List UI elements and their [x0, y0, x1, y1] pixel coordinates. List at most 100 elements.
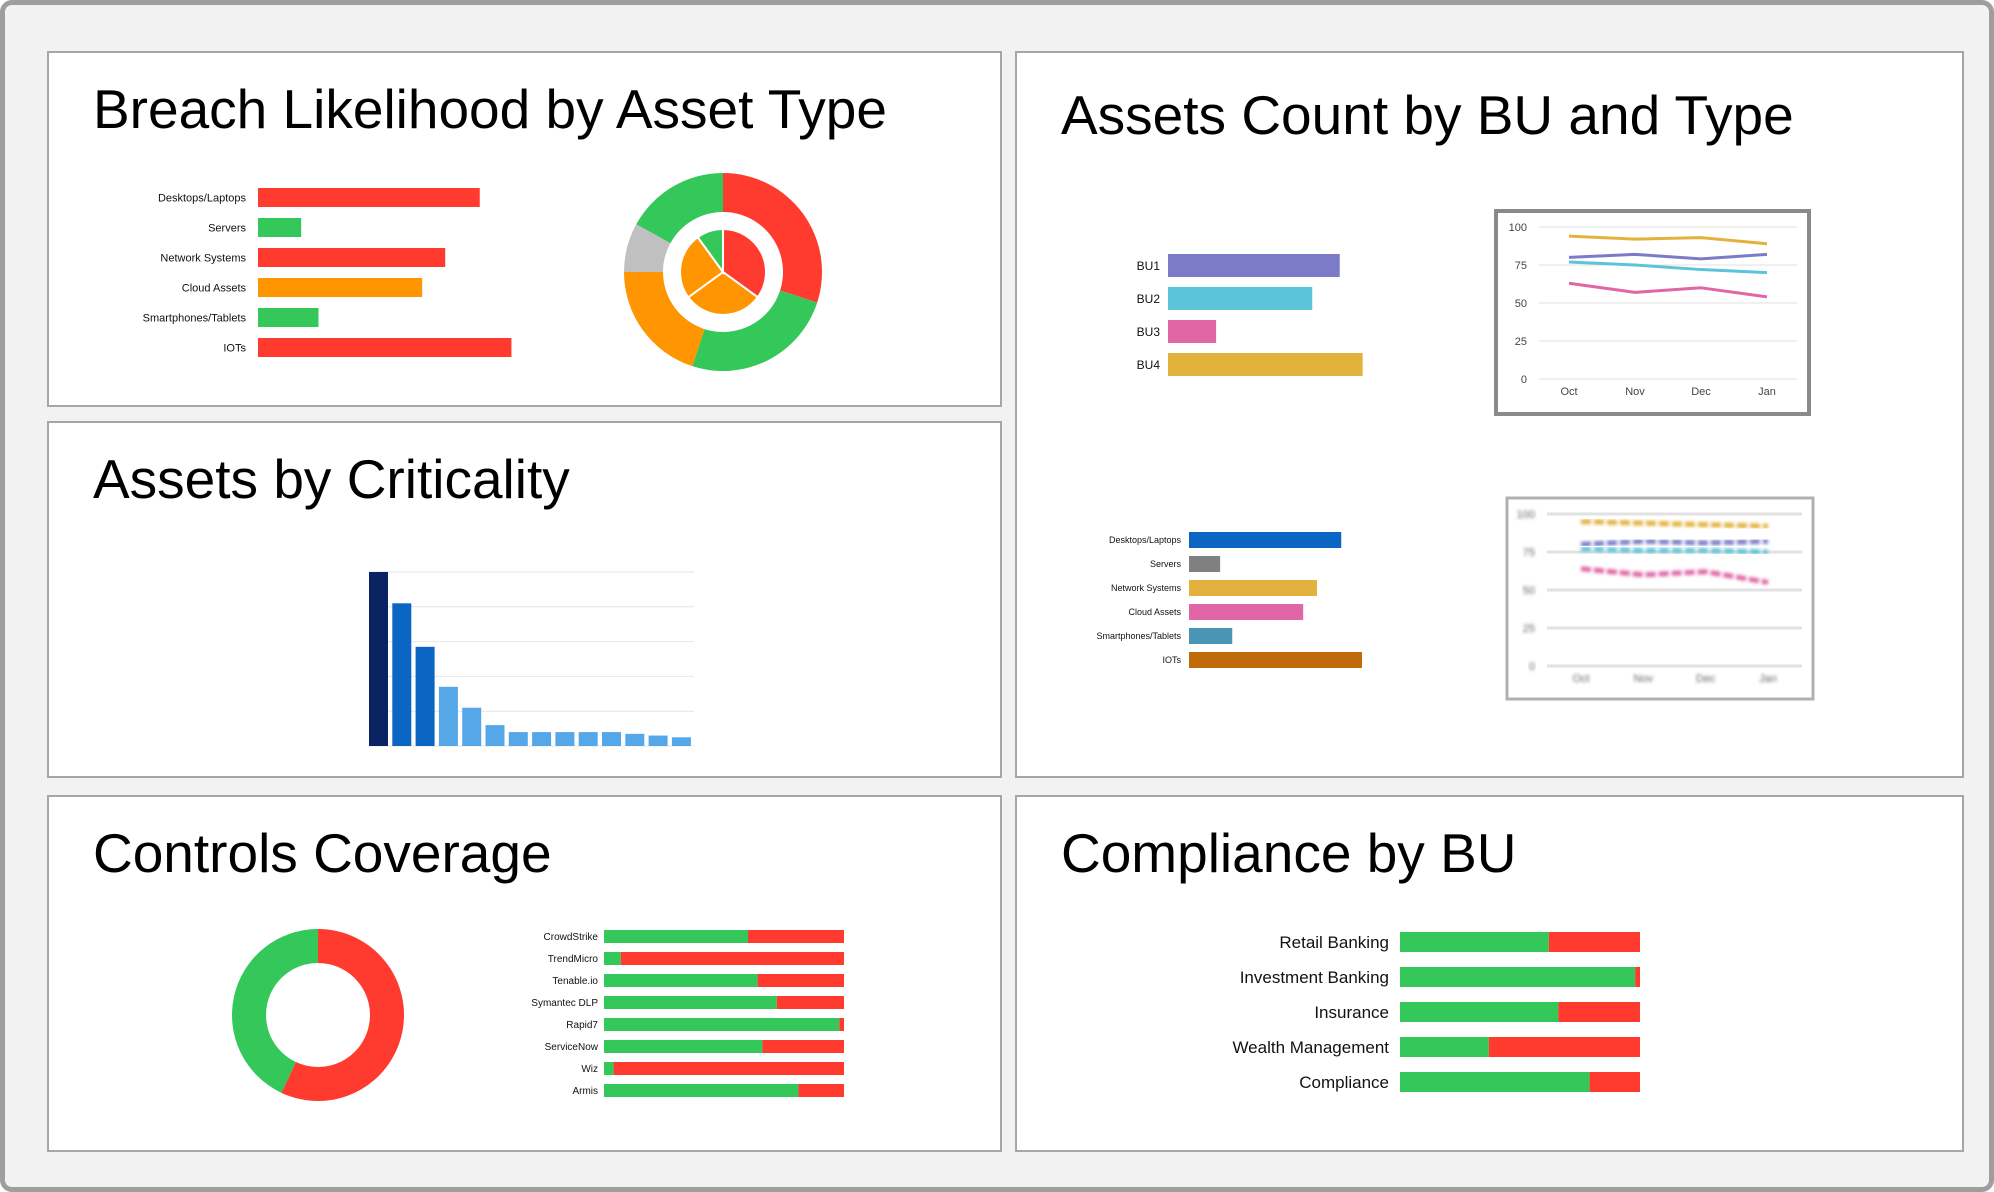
category-label: Armis — [572, 1086, 598, 1097]
category-label: Rapid7 — [566, 1020, 598, 1031]
category-label: Cloud Assets — [1128, 607, 1181, 617]
y-tick-label: 75 — [1515, 260, 1527, 272]
criticality-panel: Assets by Criticality — [47, 421, 1002, 778]
panel-title: Assets Count by BU and Type — [1061, 84, 1794, 146]
category-label: Desktops/Laptops — [1109, 535, 1182, 545]
category-label: Desktops/Laptops — [158, 192, 247, 204]
bar — [1189, 556, 1221, 572]
series-line — [1580, 566, 1769, 585]
bar — [648, 735, 668, 746]
compliance-panel: Compliance by BU Retail Banking Investmen… — [1015, 795, 1964, 1152]
bar — [438, 686, 458, 746]
y-tick-label: 75 — [1523, 547, 1535, 559]
x-tick-label: Jan — [1758, 386, 1776, 398]
bar-segment-gap — [748, 930, 844, 943]
series-line — [1568, 252, 1768, 261]
bar-segment-covered — [604, 1040, 763, 1053]
panel-title: Controls Coverage — [93, 822, 552, 884]
series-line — [1580, 538, 1769, 547]
bar-segment-gap — [620, 952, 844, 965]
bar-segment-gap — [1589, 1072, 1640, 1092]
category-label: Wealth Management — [1232, 1038, 1389, 1057]
slice — [722, 227, 767, 299]
series-line — [1580, 519, 1769, 529]
chart-frame — [1494, 209, 1811, 416]
bar — [508, 732, 528, 746]
bar-segment-gap — [1488, 1037, 1640, 1057]
breach-charts: Desktops/Laptops Servers Network Systems Cl… — [143, 173, 822, 371]
bar-segment-covered — [1400, 1002, 1559, 1022]
category-label: Smartphones/Tablets — [1096, 631, 1181, 641]
bar-segment-gap — [757, 974, 844, 987]
bar — [258, 278, 423, 297]
slice — [281, 929, 405, 1101]
bu-line-chart: 100 75 50 25 0 Oct Nov Dec Jan — [1494, 209, 1811, 416]
slice — [692, 290, 818, 371]
series-line — [1568, 234, 1768, 246]
bar — [1168, 353, 1363, 376]
bar — [369, 572, 388, 746]
controls-coverage-panel: Controls Coverage CrowdStrike TrendMicro T… — [47, 795, 1002, 1152]
bar — [625, 733, 645, 746]
category-label: Insurance — [1314, 1003, 1389, 1022]
slice — [679, 235, 725, 299]
slice — [231, 929, 318, 1093]
criticality-bar-chart — [369, 571, 694, 747]
y-tick-label: 25 — [1515, 336, 1527, 348]
controls-charts: CrowdStrike TrendMicro Tenable.io Symantec … — [231, 929, 844, 1101]
y-tick-label: 100 — [1509, 222, 1527, 234]
category-label: BU4 — [1137, 358, 1161, 372]
compliance-bar-chart: Retail Banking Investment Banking Insuranc… — [1232, 932, 1640, 1092]
type-bar-chart: Desktops/Laptops Servers Network Systems Cl… — [1096, 532, 1362, 668]
bu-bar-chart: BU1 BU2 BU3 BU4 — [1137, 254, 1363, 376]
category-label: ServiceNow — [545, 1042, 599, 1053]
y-tick-label: 0 — [1521, 374, 1527, 386]
bar-segment-gap — [1558, 1002, 1640, 1022]
bar — [1189, 628, 1233, 644]
bar — [1189, 604, 1304, 620]
controls-donut-chart — [231, 929, 405, 1101]
category-label: Symantec DLP — [531, 998, 598, 1009]
bar-segment-gap — [1548, 932, 1640, 952]
slice — [624, 272, 705, 367]
category-label: Tenable.io — [552, 976, 598, 987]
controls-bar-chart: CrowdStrike TrendMicro Tenable.io Symantec … — [531, 930, 844, 1097]
breach-donut-chart — [624, 173, 822, 371]
bar — [555, 732, 575, 746]
bar — [462, 707, 482, 746]
bar-segment-covered — [604, 930, 748, 943]
x-tick-label: Dec — [1696, 673, 1716, 685]
y-tick-label: 100 — [1517, 509, 1535, 521]
assets-count-panel: Assets Count by BU and Type BU1 BU2 BU3 BU4… — [1015, 51, 1964, 778]
x-tick-label: Dec — [1691, 386, 1711, 398]
breach-bar-chart: Desktops/Laptops Servers Network Systems Cl… — [143, 188, 512, 357]
y-tick-label: 50 — [1515, 298, 1527, 310]
bar — [258, 188, 480, 207]
bar — [1168, 320, 1217, 343]
x-tick-label: Jan — [1759, 673, 1777, 685]
bar — [1168, 287, 1313, 310]
type-line-chart: 100 75 50 25 0 Oct Nov Dec Jan — [1505, 496, 1815, 701]
criticality-chart — [369, 571, 694, 747]
panel-title: Compliance by BU — [1061, 822, 1517, 884]
bar-segment-covered — [604, 1018, 840, 1031]
category-label: Network Systems — [1111, 583, 1182, 593]
slice — [624, 224, 671, 272]
bar — [258, 308, 319, 327]
bar — [532, 732, 552, 746]
bar — [258, 218, 302, 237]
category-label: Compliance — [1299, 1073, 1389, 1092]
category-label: TrendMicro — [548, 954, 599, 965]
compliance-chart: Retail Banking Investment Banking Insuranc… — [1232, 932, 1640, 1092]
category-label: Retail Banking — [1279, 933, 1389, 952]
bar-segment-covered — [604, 1062, 614, 1075]
category-label: Cloud Assets — [182, 282, 247, 294]
bar — [1189, 580, 1318, 596]
bar-segment-covered — [604, 952, 621, 965]
bar-segment-gap — [1635, 967, 1640, 987]
breach-likelihood-panel: Breach Likelihood by Asset Type Desktops… — [47, 51, 1002, 407]
category-label: Servers — [208, 222, 246, 234]
series-line — [1580, 546, 1769, 555]
panel-title: Breach Likelihood by Asset Type — [93, 78, 887, 140]
